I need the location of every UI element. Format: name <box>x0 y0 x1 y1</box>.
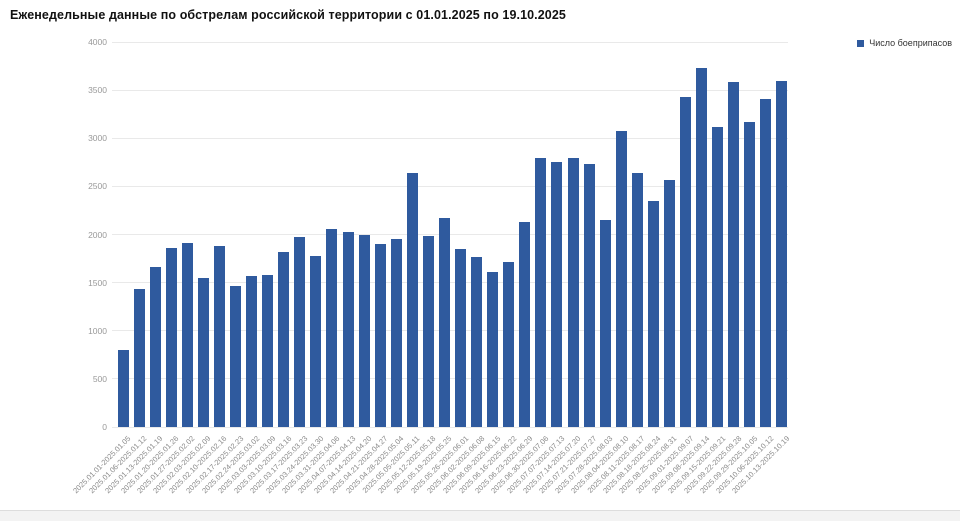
gridline <box>112 89 788 91</box>
bar[interactable] <box>181 242 193 427</box>
page-bottom-strip <box>0 510 960 521</box>
gridline <box>112 234 788 235</box>
bar[interactable] <box>165 247 177 427</box>
bar[interactable] <box>438 218 450 427</box>
bar[interactable] <box>197 277 209 427</box>
bar[interactable] <box>567 158 579 427</box>
bar[interactable] <box>696 68 708 427</box>
gridline <box>112 41 788 43</box>
bar[interactable] <box>262 275 274 427</box>
bar[interactable] <box>487 272 499 427</box>
bar[interactable] <box>631 172 643 427</box>
gridline <box>112 185 788 187</box>
bar[interactable] <box>246 276 258 427</box>
gridline <box>112 378 788 380</box>
bar[interactable] <box>374 244 386 427</box>
bar[interactable] <box>471 257 483 427</box>
bar[interactable] <box>551 161 563 427</box>
bar[interactable] <box>213 245 225 427</box>
y-axis-tick-label: 0 <box>102 422 107 432</box>
bar[interactable] <box>712 126 724 427</box>
bar[interactable] <box>310 256 322 427</box>
legend-swatch-icon <box>857 39 865 47</box>
bar[interactable] <box>422 235 434 427</box>
bar[interactable] <box>149 267 161 427</box>
gridline <box>112 137 788 139</box>
bar[interactable] <box>133 289 145 427</box>
bar[interactable] <box>342 231 354 427</box>
bar[interactable] <box>760 98 772 427</box>
bar[interactable] <box>776 81 788 427</box>
bar[interactable] <box>728 82 740 427</box>
bar[interactable] <box>390 238 402 427</box>
bar[interactable] <box>358 234 370 427</box>
bar[interactable] <box>117 350 129 427</box>
chart-card: Еженедельные данные по обстрелам российс… <box>10 8 952 496</box>
bar[interactable] <box>326 229 338 427</box>
bar[interactable] <box>744 122 756 427</box>
plot-area: 0 500 1000 1500 2000 2500 3000 3500 4000 2025.01.… <box>71 37 791 495</box>
y-axis-tick-label: 2500 <box>88 181 107 192</box>
bar[interactable] <box>680 96 692 427</box>
bar[interactable] <box>278 252 290 427</box>
y-axis-tick-label: 3500 <box>88 85 107 96</box>
bar[interactable] <box>230 285 242 427</box>
y-axis-tick-label: 500 <box>92 373 107 384</box>
bar[interactable] <box>615 131 627 427</box>
bar[interactable] <box>535 158 547 427</box>
legend-label: Число боеприпасов <box>869 38 952 48</box>
bar[interactable] <box>503 262 515 427</box>
chart-title: Еженедельные данные по обстрелам российс… <box>10 8 566 22</box>
bar[interactable] <box>455 248 467 427</box>
bar[interactable] <box>663 179 675 427</box>
gridline <box>112 426 788 428</box>
bar[interactable] <box>519 221 531 427</box>
y-axis-tick-label: 3000 <box>88 133 107 144</box>
bar[interactable] <box>583 164 595 427</box>
y-axis-tick-label: 2000 <box>88 229 107 240</box>
y-axis-tick-label: 1500 <box>88 277 107 288</box>
bar[interactable] <box>647 200 659 427</box>
y-axis-tick-label: 1000 <box>88 325 107 336</box>
bar[interactable] <box>406 172 418 427</box>
y-axis-tick-label: 4000 <box>88 37 107 47</box>
bar[interactable] <box>599 220 611 427</box>
gridline <box>112 330 788 332</box>
legend-item[interactable]: Число боеприпасов <box>857 38 952 48</box>
gridline <box>112 282 788 284</box>
bar[interactable] <box>294 237 306 427</box>
